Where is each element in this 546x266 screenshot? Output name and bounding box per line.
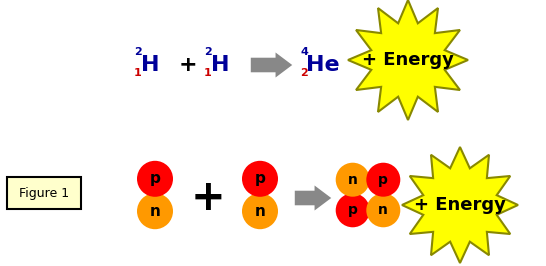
Text: 2: 2 [134, 47, 142, 57]
Text: He: He [306, 55, 340, 75]
Circle shape [137, 161, 173, 197]
Text: n: n [348, 173, 358, 187]
Text: H: H [141, 55, 159, 75]
Circle shape [137, 193, 173, 229]
Text: +: + [191, 177, 225, 219]
Circle shape [336, 193, 370, 227]
Text: 4: 4 [300, 47, 308, 57]
Text: + Energy: + Energy [414, 196, 506, 214]
Circle shape [242, 161, 278, 197]
Text: 2: 2 [204, 47, 212, 57]
Text: p: p [150, 171, 161, 186]
Circle shape [366, 193, 400, 227]
Text: H: H [211, 55, 229, 75]
Polygon shape [402, 147, 518, 263]
Circle shape [336, 163, 370, 197]
Text: n: n [150, 204, 161, 219]
Text: n: n [254, 204, 265, 219]
Text: p: p [378, 173, 388, 187]
Text: p: p [348, 203, 358, 217]
Text: +: + [179, 55, 197, 75]
Text: 2: 2 [300, 68, 308, 78]
Text: 1: 1 [134, 68, 142, 78]
FancyBboxPatch shape [7, 177, 81, 209]
Text: + Energy: + Energy [362, 51, 454, 69]
Text: n: n [378, 203, 388, 217]
Text: 1: 1 [204, 68, 212, 78]
Circle shape [366, 163, 400, 197]
Circle shape [242, 193, 278, 229]
Text: Figure 1: Figure 1 [19, 186, 69, 200]
Polygon shape [348, 0, 468, 120]
Text: p: p [254, 171, 265, 186]
